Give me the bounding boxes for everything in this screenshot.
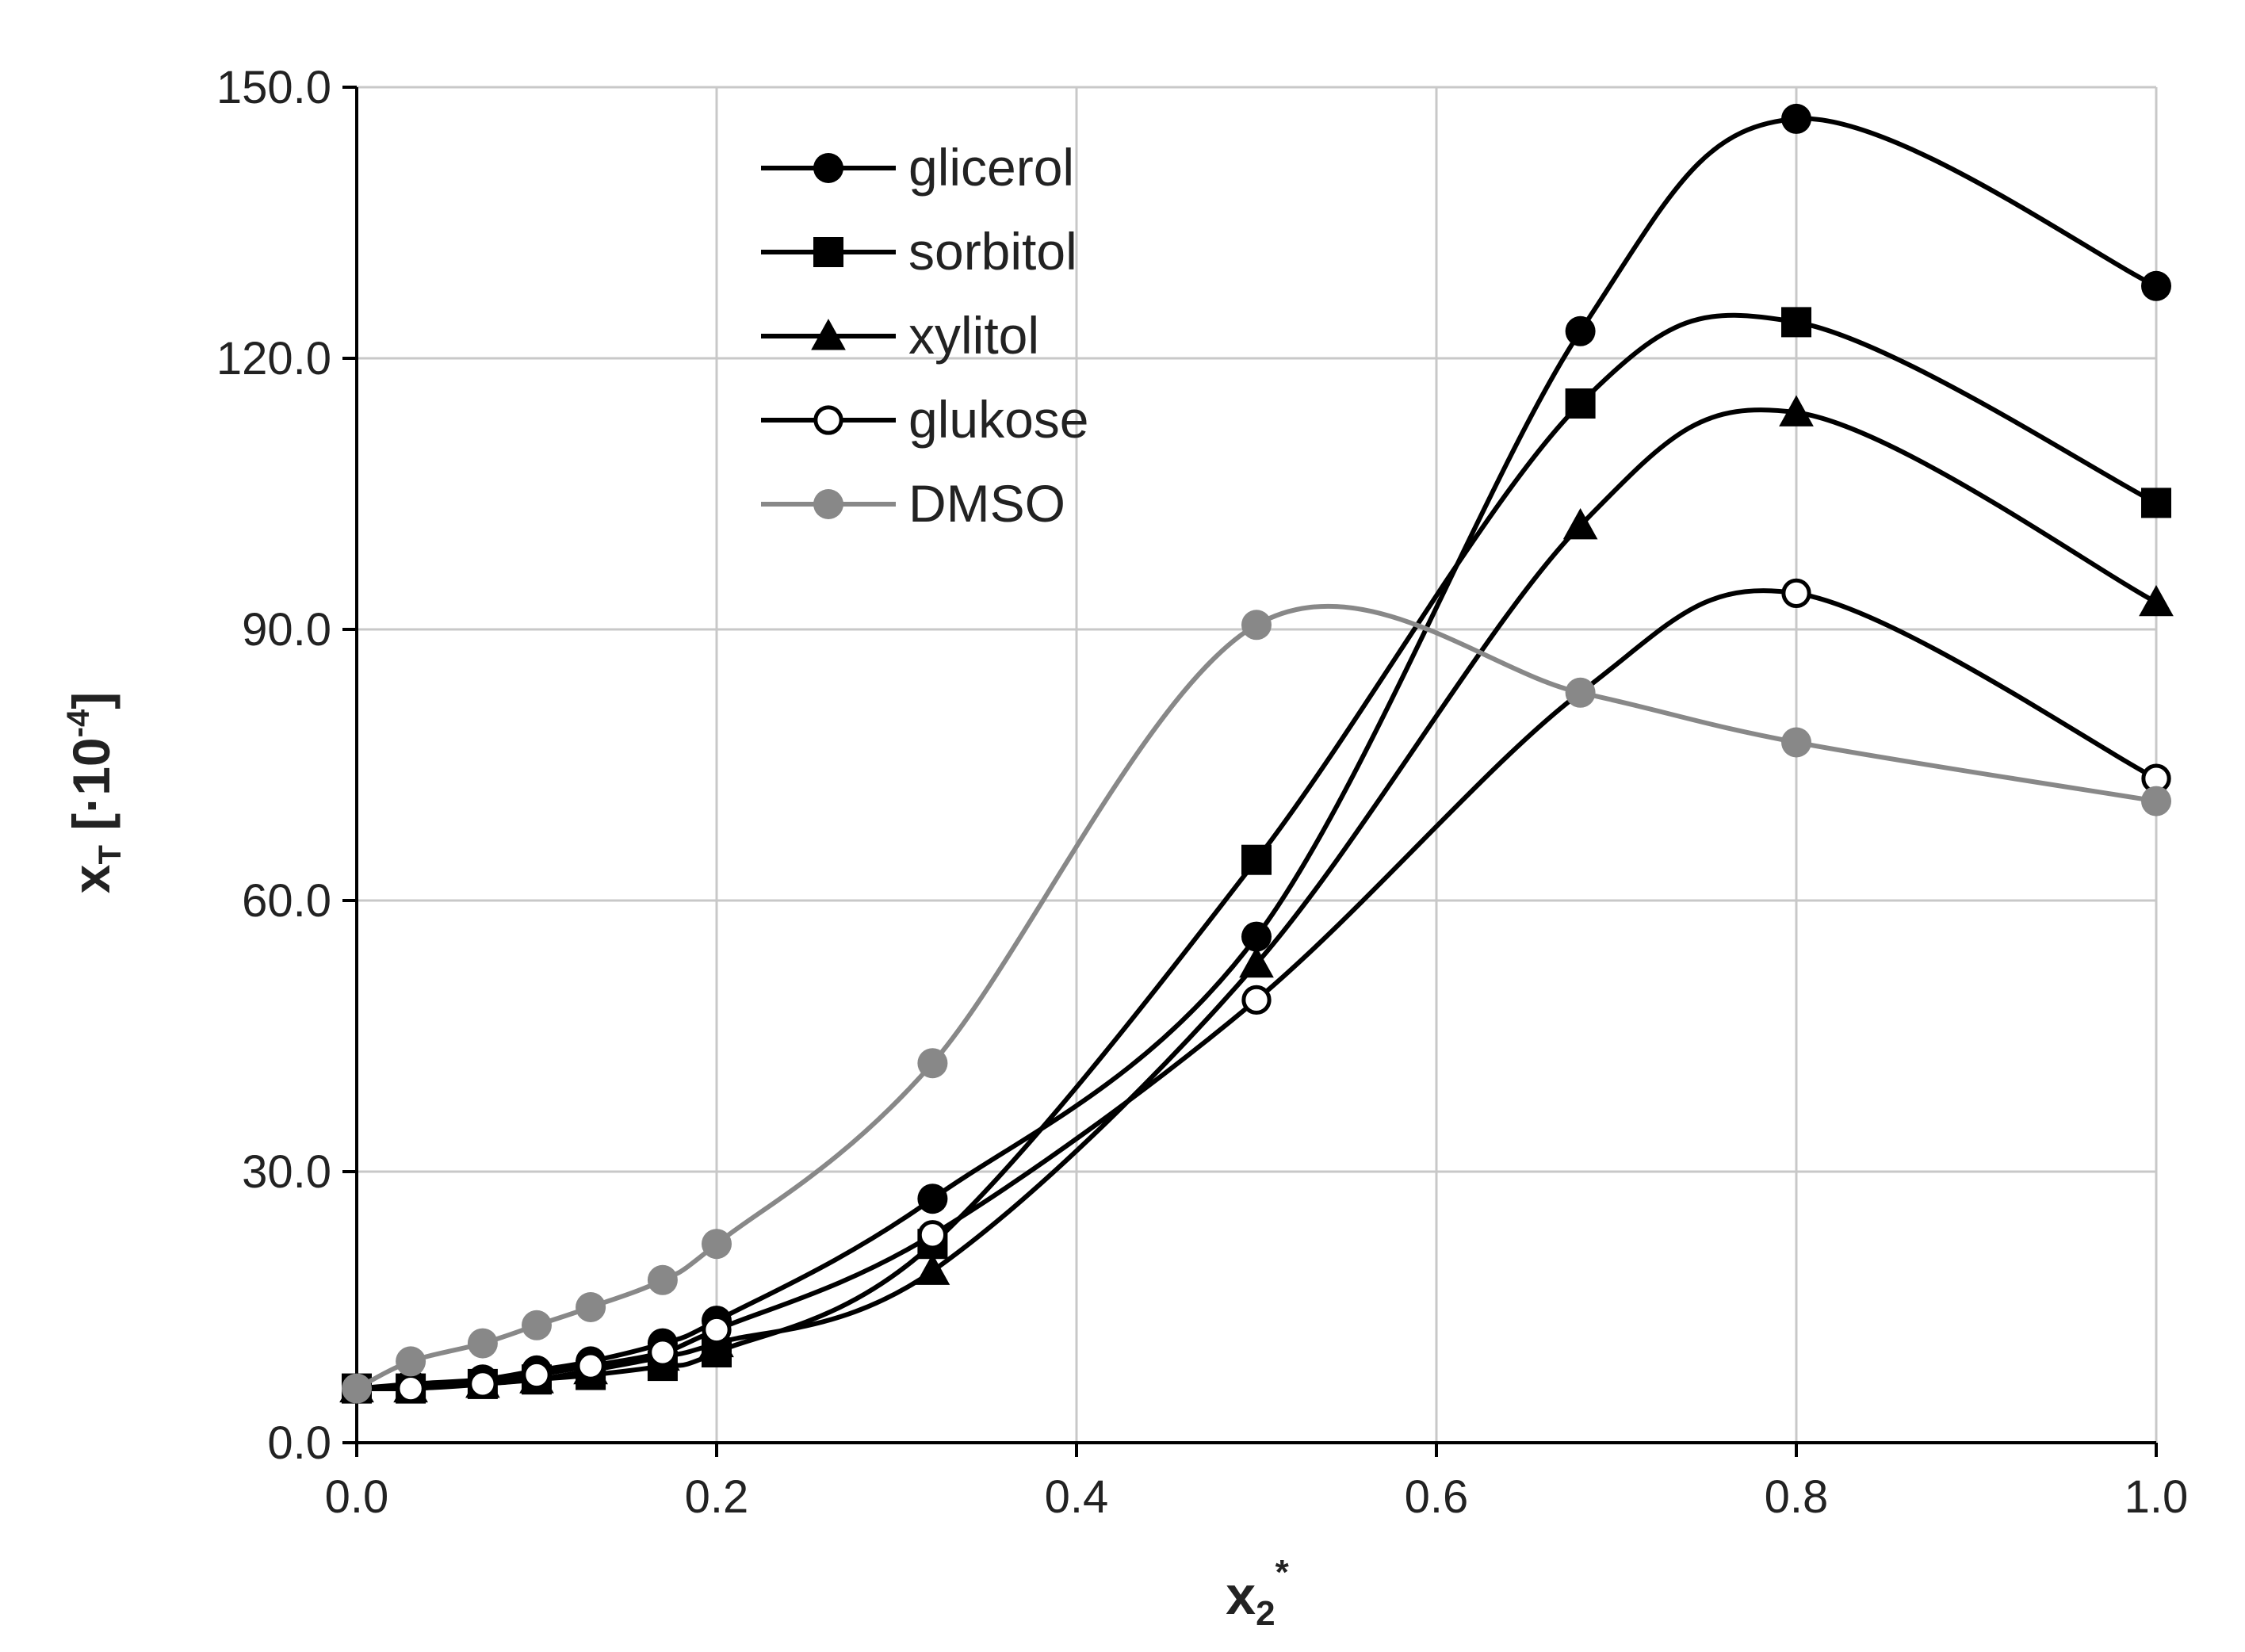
data-point-glukose [396,1373,426,1404]
tick-labels: 0.0 30.0 60.0 90.0 120.0 150.0 0.0 0.2 0.4 0.6 0.8… [216,62,2188,1523]
legend-label: glukose [908,390,1089,449]
axes [342,86,2158,1457]
y-axis-title-unit-suffix: ] [62,692,120,709]
y-tick-label: 60.0 [242,875,331,927]
x-tick-label: 0.6 [1405,1471,1469,1523]
legend-label: sorbitol [908,222,1077,281]
data-point-xylitol [2139,584,2174,617]
y-axis-title: xT [·10-4] [61,692,128,893]
svg-text:xT [·10-4]: xT [·10-4] [61,692,128,893]
data-point-glukose [1241,985,1272,1015]
legend-label: glicerol [908,138,1074,197]
data-point-glicerol [1565,315,1596,346]
data-point-sorbitol [2141,488,2171,518]
y-tick-label: 90.0 [242,604,331,656]
y-tick-label: 30.0 [242,1146,331,1198]
legend-marker [811,319,846,350]
legend-item-glukose: glukose [761,390,1089,449]
data-point-DMSO [1565,677,1596,708]
legend-item-xylitol: xylitol [761,306,1039,365]
x-axis-title: x2* [1226,1553,1289,1633]
data-point-xylitol [1779,395,1814,426]
x-tick-label: 1.0 [2125,1471,2189,1523]
data-point-glicerol [1241,921,1272,952]
y-axis-title-unit-sup: -4 [61,709,96,737]
legend-item-glicerol: glicerol [761,138,1074,197]
y-axis-title-unit-prefix: [·10 [62,737,120,845]
data-point-glicerol [917,1184,948,1214]
data-point-sorbitol [1781,307,1811,338]
legend-label: xylitol [908,306,1039,365]
legend: glicerol sorbitol xylitol glukose DMSO [761,138,1089,533]
legend-label: DMSO [908,474,1065,533]
data-point-DMSO [917,1048,948,1079]
data-point-glukose [648,1337,678,1367]
data-point-DMSO [396,1346,426,1377]
legend-item-DMSO: DMSO [761,474,1065,533]
data-point-sorbitol [1241,844,1272,875]
y-axis-title-sub: T [93,845,128,864]
data-point-DMSO [467,1328,498,1359]
data-point-glukose [522,1359,552,1390]
y-tick-label: 0.0 [267,1417,331,1469]
data-point-xylitol [915,1253,950,1285]
y-tick-label: 120.0 [216,333,331,384]
data-point-DMSO [342,1373,372,1404]
data-point-glukose [917,1220,948,1250]
x-tick-label: 0.4 [1045,1471,1109,1523]
data-point-DMSO [576,1292,606,1322]
legend-item-sorbitol: sorbitol [761,222,1077,281]
x-axis-title-main: x [1226,1566,1256,1626]
y-axis-title-main: x [62,864,120,893]
data-point-DMSO [702,1229,732,1260]
x-axis-title-sub: 2 [1256,1594,1275,1633]
series [339,103,2174,1404]
data-point-xylitol [1562,508,1598,540]
data-point-DMSO [647,1264,678,1295]
data-point-glukose [468,1369,498,1399]
data-point-DMSO [1781,727,1811,758]
data-point-sorbitol [1565,388,1596,419]
data-point-glicerol [1781,103,1811,134]
data-point-glukose [702,1314,732,1345]
data-point-glukose [576,1351,606,1381]
y-tick-label: 150.0 [216,62,331,113]
data-point-DMSO [1241,610,1272,641]
x-axis-title-sup: * [1275,1553,1290,1592]
x-tick-label: 0.0 [325,1471,389,1523]
data-point-DMSO [2141,786,2171,816]
data-point-glicerol [2141,270,2171,301]
legend-marker [813,237,843,267]
x-tick-label: 0.2 [685,1471,749,1523]
legend-marker [813,405,843,435]
x-tick-label: 0.8 [1765,1471,1829,1523]
data-point-xylitol [1239,946,1274,978]
legend-marker [813,153,843,183]
data-point-DMSO [522,1310,552,1340]
data-point-glukose [1781,578,1811,609]
svg-text:x2*: x2* [1226,1553,1289,1633]
legend-marker [813,489,843,519]
series-DMSO [342,603,2171,1404]
